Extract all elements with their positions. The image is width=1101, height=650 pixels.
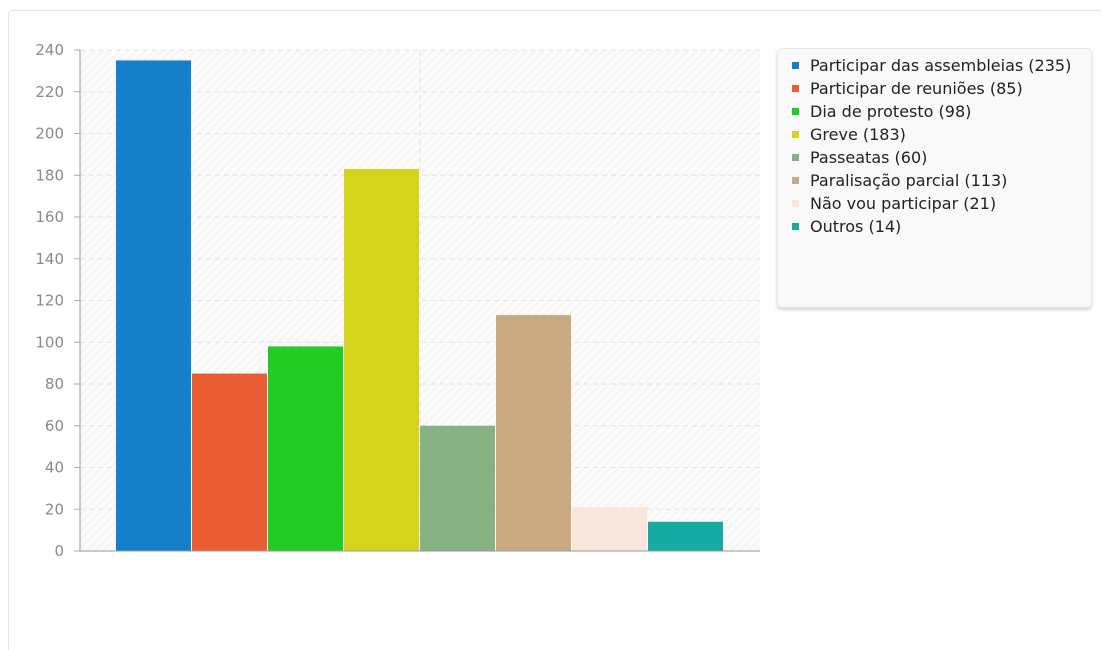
y-tick-label: 120 [35,292,64,310]
y-tick-label: 140 [35,250,64,268]
legend-item[interactable]: Outros (14) [792,215,1083,238]
chart-legend: Participar das assembleias (235) Particip… [777,48,1092,308]
y-tick-label: 0 [54,542,64,560]
bar[interactable] [192,373,267,551]
y-tick-label: 180 [35,166,64,184]
legend-item[interactable]: Paralisação parcial (113) [792,169,1083,192]
bar-chart: 0 20 40 60 80 100 120 140 160 180 200 220 240 [35,41,760,560]
bars [116,60,723,552]
y-tick-label: 20 [45,500,64,518]
legend-label: Dia de protesto (98) [810,102,972,121]
legend-swatch [792,177,799,184]
legend-label: Greve (183) [810,125,906,144]
legend-swatch [792,154,799,161]
y-tick-label: 100 [35,333,64,351]
bar[interactable] [496,315,571,551]
legend-item[interactable]: Passeatas (60) [792,146,1083,169]
legend-swatch [792,108,799,115]
legend-item[interactable]: Não vou participar (21) [792,192,1083,215]
y-tick-label: 200 [35,125,64,143]
legend-item[interactable]: Participar de reuniões (85) [792,77,1083,100]
y-tick-label: 60 [45,417,64,435]
bar[interactable] [420,425,495,551]
legend-label: Outros (14) [810,217,902,236]
legend-item[interactable]: Greve (183) [792,123,1083,146]
y-tick-label: 80 [45,375,64,393]
bar[interactable] [116,60,191,551]
legend-label: Participar de reuniões (85) [810,79,1023,98]
legend-label: Paralisação parcial (113) [810,171,1008,190]
bar[interactable] [572,507,647,551]
chart-container [8,10,1101,650]
legend-label: Participar das assembleias (235) [810,56,1072,75]
legend-swatch [792,131,799,138]
y-tick-labels: 0 20 40 60 80 100 120 140 160 180 200 220 240 [35,41,80,560]
legend-swatch [792,62,799,69]
legend-label: Passeatas (60) [810,148,928,167]
legend-swatch [792,200,799,207]
legend-swatch [792,85,799,92]
bar[interactable] [648,521,723,551]
y-tick-label: 40 [45,459,64,477]
legend-label: Não vou participar (21) [810,194,997,213]
y-tick-label: 220 [35,83,64,101]
legend-swatch [792,223,799,230]
legend-item[interactable]: Dia de protesto (98) [792,100,1083,123]
bar[interactable] [344,168,419,552]
y-tick-label: 160 [35,208,64,226]
y-tick-label: 240 [35,41,64,59]
legend-item[interactable]: Participar das assembleias (235) [792,54,1083,77]
bar[interactable] [268,346,343,551]
